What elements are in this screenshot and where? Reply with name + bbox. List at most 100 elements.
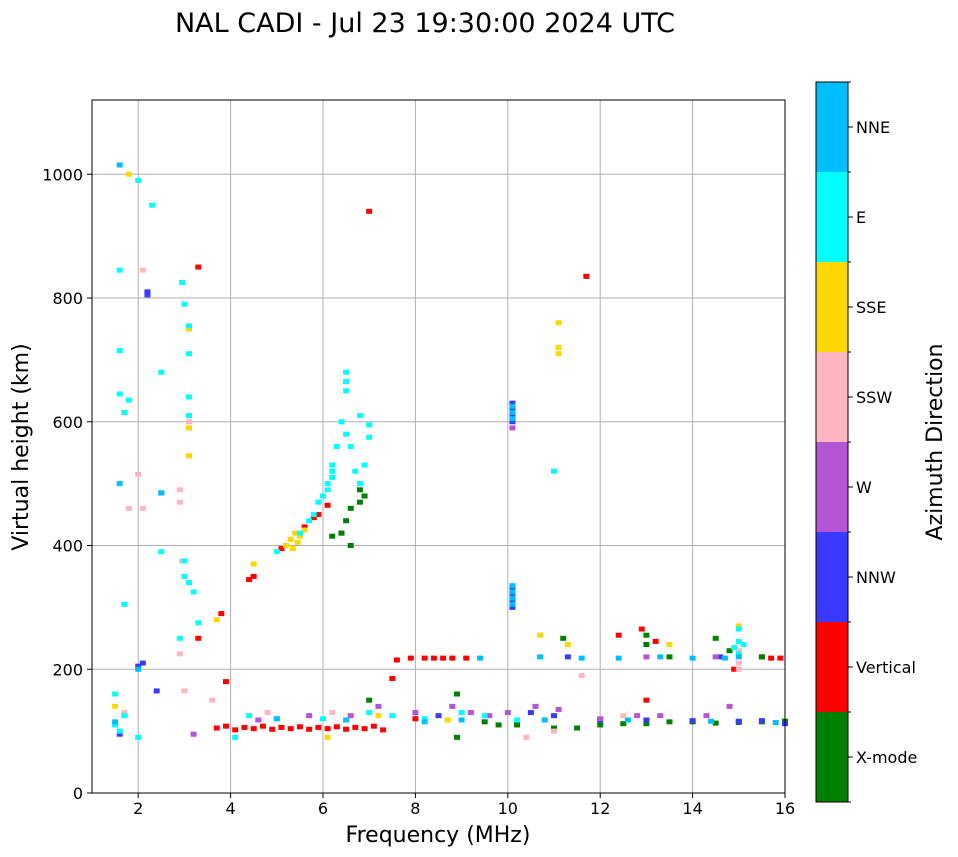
- data-point: [179, 280, 186, 286]
- data-point: [213, 617, 220, 623]
- plot-area: 2 4 6 8 10 12 14 16 0 200 400 600 800 1000: [42, 99, 795, 818]
- data-point: [329, 710, 336, 716]
- data-point: [555, 320, 562, 326]
- x-tick-label: 8: [410, 799, 420, 818]
- data-point: [186, 394, 193, 400]
- data-point: [509, 598, 516, 604]
- data-point: [624, 717, 631, 723]
- y-axis-label: Virtual height (km): [9, 343, 34, 550]
- data-point: [370, 723, 377, 729]
- data-point: [712, 654, 719, 660]
- data-point: [564, 654, 571, 660]
- data-point: [186, 323, 193, 329]
- data-point: [537, 654, 544, 660]
- data-point: [481, 713, 488, 719]
- data-point: [712, 720, 719, 726]
- data-point: [139, 660, 146, 666]
- grid-lines: [92, 100, 786, 794]
- data-point: [135, 471, 142, 477]
- data-point: [509, 583, 516, 589]
- data-point: [532, 703, 539, 709]
- data-point: [112, 722, 119, 728]
- data-point: [347, 543, 354, 548]
- y-tick-label: 0: [73, 784, 83, 803]
- series-nne: [112, 162, 779, 725]
- data-point: [310, 515, 317, 521]
- data-point: [153, 688, 160, 694]
- series-w: [190, 425, 733, 737]
- data-point: [666, 642, 673, 647]
- data-point: [343, 388, 350, 394]
- data-point: [777, 655, 784, 661]
- data-point: [509, 592, 516, 598]
- data-point: [190, 589, 197, 595]
- data-point: [551, 468, 557, 474]
- data-point: [324, 734, 331, 740]
- series-sse: [112, 171, 742, 740]
- data-point: [195, 620, 202, 626]
- data-point: [597, 722, 604, 728]
- y-tick-label: 800: [52, 289, 83, 308]
- data-point: [361, 493, 368, 499]
- data-point: [551, 713, 557, 719]
- data-point: [296, 533, 303, 539]
- data-point: [158, 369, 165, 375]
- colorbar-label: X-mode: [856, 748, 917, 767]
- data-point: [343, 369, 350, 375]
- data-point: [176, 635, 183, 641]
- data-point: [222, 679, 229, 685]
- data-point: [726, 703, 733, 709]
- data-point: [306, 518, 313, 524]
- data-point: [564, 642, 571, 647]
- data-point: [495, 722, 502, 728]
- data-point: [615, 632, 622, 638]
- data-point: [380, 727, 387, 733]
- data-point: [283, 543, 290, 548]
- data-point: [361, 726, 368, 732]
- data-point: [463, 655, 470, 661]
- data-point: [620, 721, 627, 727]
- data-point: [389, 713, 396, 719]
- data-point: [116, 731, 123, 737]
- data-point: [551, 725, 557, 731]
- series-ssw: [121, 267, 742, 740]
- data-point: [186, 413, 193, 419]
- data-point: [343, 379, 350, 385]
- data-point: [393, 657, 400, 663]
- data-point: [453, 691, 460, 697]
- data-point: [139, 505, 146, 511]
- data-point: [560, 635, 567, 641]
- y-tick-label: 200: [52, 660, 83, 679]
- colorbar-label: NNE: [856, 118, 890, 137]
- data-point: [333, 444, 340, 449]
- data-point: [112, 691, 119, 697]
- data-point: [555, 706, 562, 712]
- data-point: [296, 724, 303, 730]
- data-point: [708, 718, 715, 724]
- data-point: [689, 655, 696, 661]
- data-point: [509, 403, 516, 409]
- colorbar-segment: [816, 712, 848, 802]
- data-point: [250, 573, 257, 579]
- data-point: [758, 654, 765, 660]
- data-point: [578, 672, 585, 678]
- data-point: [735, 660, 742, 666]
- colorbar-frame: [815, 81, 849, 803]
- data-point: [352, 468, 359, 474]
- data-point: [421, 655, 428, 661]
- data-point: [287, 726, 294, 732]
- x-tick-label: 16: [775, 799, 795, 818]
- data-point: [509, 425, 516, 431]
- data-point: [329, 533, 336, 539]
- data-point: [689, 718, 696, 724]
- data-point: [125, 171, 132, 177]
- data-point: [176, 651, 183, 657]
- data-point: [509, 595, 516, 601]
- data-point: [241, 724, 248, 730]
- data-point: [615, 655, 622, 661]
- data-point: [320, 493, 326, 499]
- data-point: [509, 586, 516, 592]
- data-point: [338, 419, 345, 425]
- data-point: [186, 351, 193, 357]
- data-point: [333, 724, 340, 730]
